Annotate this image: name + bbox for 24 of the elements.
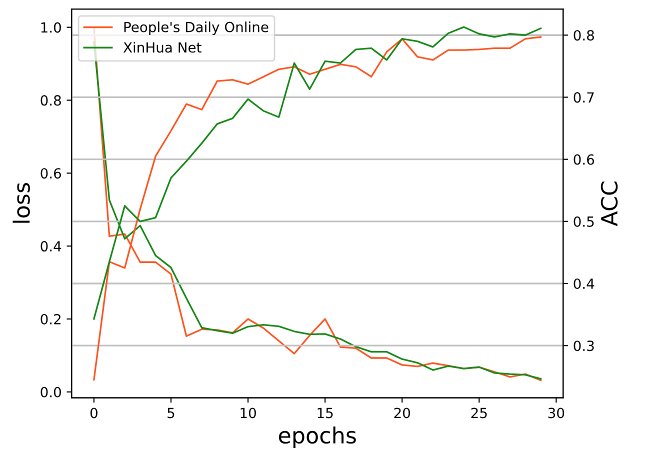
y2-tick-label: 0.6 [574,154,594,165]
y-tick-label: 0.0 [40,386,61,398]
x-tick-label: 30 [548,408,564,418]
y-tick-label: 0.6 [40,168,62,179]
y-tick-label: 0.8 [40,95,61,106]
y2-tick-label: 0.8 [574,30,594,41]
y2-axis-title: ACC [600,182,618,226]
y-tick-label: 0.2 [40,314,60,324]
x-axis-title: epochs [278,426,356,448]
y-tick-label: 0.4 [40,241,62,252]
x-tick-label: 5 [168,408,174,418]
y2-tick-label: 0.3 [574,340,594,352]
y2-tick-label: 0.5 [574,216,594,227]
x-tick-label: 15 [318,408,333,418]
x-tick-label: 0 [90,408,98,418]
y2-tick-label: 0.4 [574,278,594,289]
y-tick-label: 1.0 [41,22,61,33]
x-tick-label: 10 [240,408,256,418]
legend-label: XinHua Net [123,42,202,53]
x-tick-label: 20 [394,408,410,418]
legend-label: People's Daily Online [124,22,268,35]
y-axis-title: loss [12,183,30,223]
x-tick-label: 25 [471,408,487,418]
y2-tick-label: 0.7 [574,92,594,103]
